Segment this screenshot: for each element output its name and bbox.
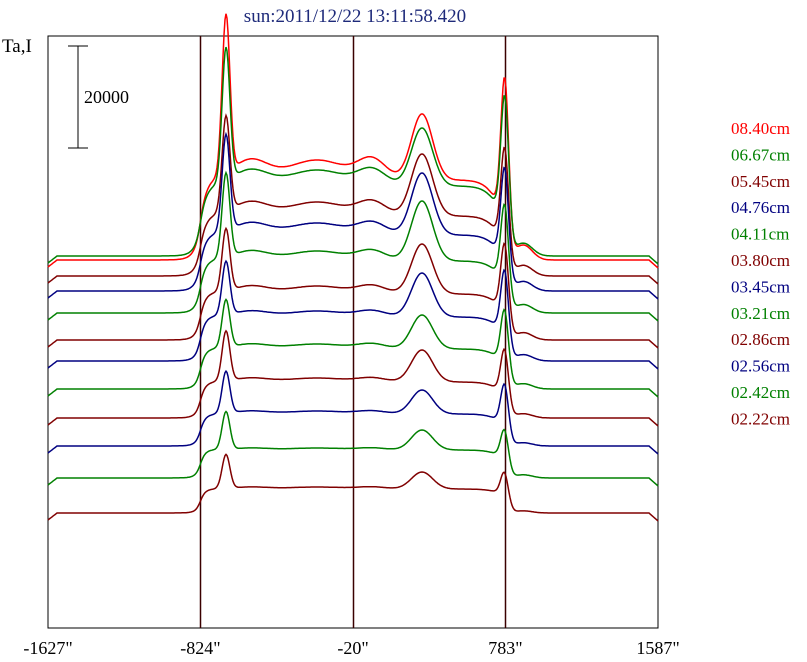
legend-entry: 02.86cm bbox=[731, 330, 790, 349]
series-line-03.21cm bbox=[47, 298, 659, 398]
series-line-03.80cm bbox=[47, 226, 659, 349]
legend-entry: 04.76cm bbox=[731, 198, 790, 217]
legend-entry: 03.45cm bbox=[731, 277, 790, 296]
legend-entry: 06.67cm bbox=[731, 145, 790, 164]
scale-bar: 20000 bbox=[68, 45, 129, 149]
series-line-02.86cm bbox=[47, 329, 659, 427]
series-line-03.45cm bbox=[47, 259, 659, 370]
legend-entry: 02.56cm bbox=[731, 357, 790, 376]
y-axis-label: Ta,I bbox=[2, 36, 32, 57]
series-line-06.67cm bbox=[47, 46, 659, 265]
series-line-05.45cm bbox=[47, 113, 659, 285]
legend-entry: 03.80cm bbox=[731, 251, 790, 270]
limb-reference-lines bbox=[199, 36, 507, 628]
series-line-02.56cm bbox=[47, 369, 659, 455]
x-tick-label: -20" bbox=[337, 638, 368, 658]
legend-entry: 03.21cm bbox=[731, 304, 790, 323]
x-tick-label: -824" bbox=[180, 638, 220, 658]
legend-entry: 02.42cm bbox=[731, 383, 790, 402]
chart-title: sun:2011/12/22 13:11:58.420 bbox=[244, 6, 466, 27]
x-tick-label: 783" bbox=[488, 638, 522, 658]
legend-entry: 05.45cm bbox=[731, 172, 790, 191]
series-layer bbox=[47, 13, 659, 522]
legend-entry: 04.11cm bbox=[731, 225, 789, 244]
scale-bar-label: 20000 bbox=[84, 87, 129, 107]
legend-entry: 08.40cm bbox=[731, 119, 790, 138]
legend: 08.40cm 06.67cm 05.45cm 04.76cm 04.11cm 03.80… bbox=[731, 119, 790, 428]
series-line-02.22cm bbox=[47, 453, 659, 522]
x-axis-ticks: -1627" -824" -20" 783" 1587" bbox=[23, 638, 679, 658]
x-tick-label: -1627" bbox=[23, 638, 72, 658]
series-line-04.76cm bbox=[47, 131, 659, 300]
legend-entry: 02.22cm bbox=[731, 409, 790, 428]
series-line-04.11cm bbox=[47, 170, 659, 322]
x-tick-label: 1587" bbox=[636, 638, 679, 658]
series-line-08.40cm bbox=[47, 13, 659, 269]
series-line-02.42cm bbox=[47, 410, 659, 487]
